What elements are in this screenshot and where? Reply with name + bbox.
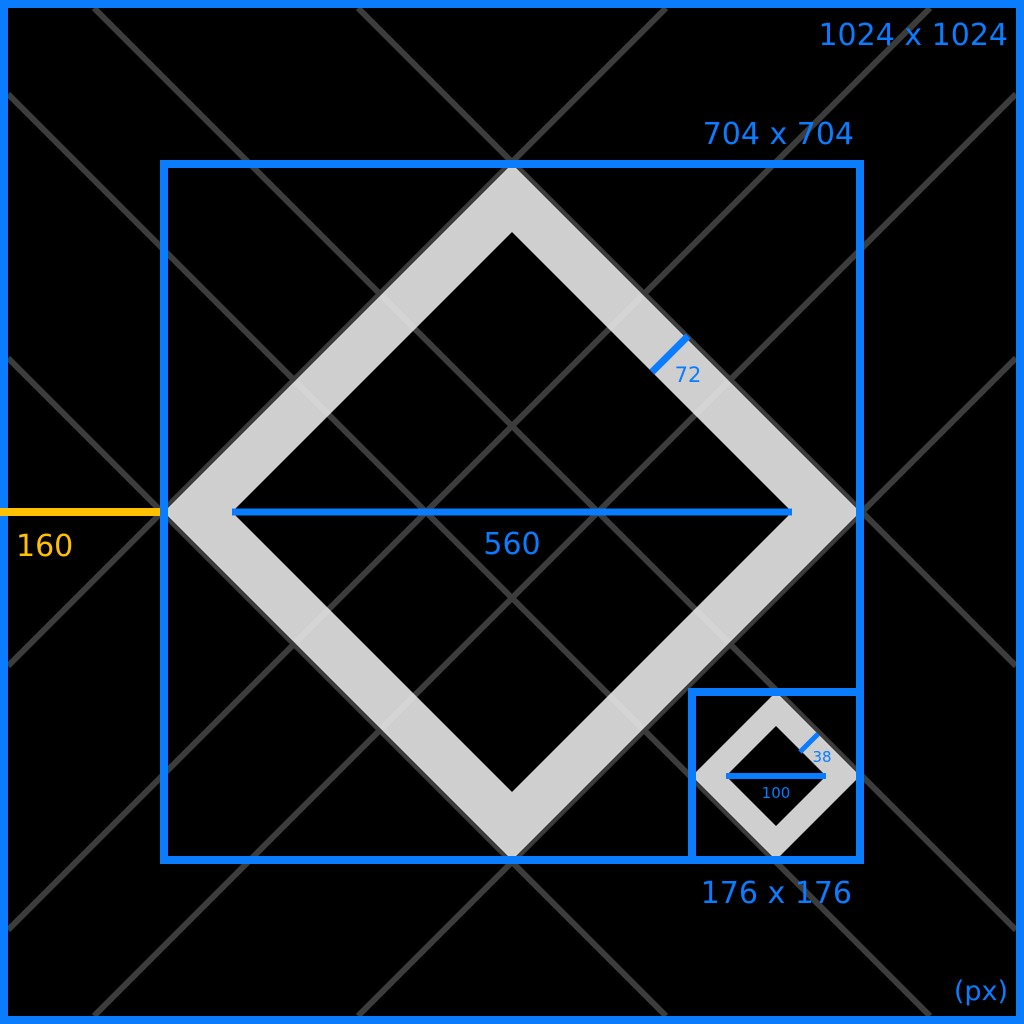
small-box-size-label: 176 x 176 <box>701 876 852 911</box>
outer-box-size-label: 704 x 704 <box>703 117 854 152</box>
stroke-small-label: 38 <box>812 748 831 766</box>
guide-line <box>5 5 669 669</box>
stroke-large-line <box>649 333 691 375</box>
small-bounding-box <box>688 688 864 864</box>
offset-label: 160 <box>16 529 73 564</box>
stroke-large-label: 72 <box>675 363 702 387</box>
outer-bounding-box <box>160 160 864 864</box>
width-small-label: 100 <box>762 784 791 802</box>
guide-line <box>355 355 1019 1019</box>
width-large-label: 560 <box>483 527 540 562</box>
stroke-small-line <box>798 732 820 754</box>
canvas-size-label: 1024 x 1024 <box>818 18 1008 53</box>
guide-line <box>5 355 669 1019</box>
unit-label: (px) <box>954 976 1008 1007</box>
